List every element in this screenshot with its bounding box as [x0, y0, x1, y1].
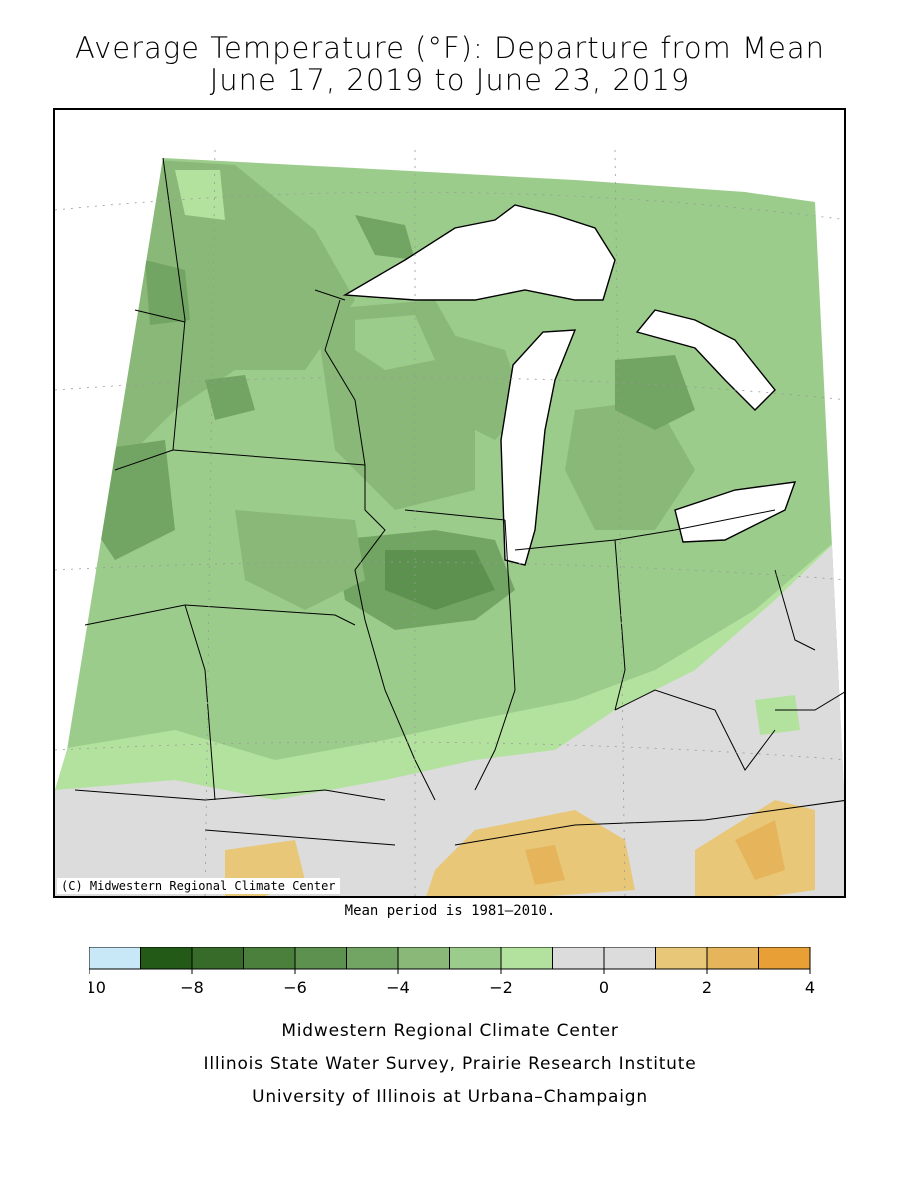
temperature-departure-map — [55, 149, 844, 896]
footer-organization: Midwestern Regional Climate Center — [281, 1021, 619, 1041]
legend-swatch — [655, 947, 708, 970]
legend-tick-label: −10 — [89, 978, 106, 997]
legend-swatch — [603, 947, 656, 970]
legend-tick-label: −8 — [180, 978, 204, 997]
legend-tick-label: −2 — [489, 978, 513, 997]
great-lakes — [342, 204, 797, 566]
legend-swatch — [449, 947, 502, 970]
legend-swatch — [191, 947, 244, 970]
legend-swatch — [346, 947, 399, 970]
legend-tick-label: 4 — [805, 978, 815, 997]
legend-tick-label: 2 — [702, 978, 712, 997]
legend-swatch — [294, 947, 347, 970]
map-panel: (C) Midwestern Regional Climate Center — [53, 108, 846, 898]
legend-swatch — [243, 947, 296, 970]
legend-swatch — [140, 947, 193, 970]
legend-swatch — [758, 947, 811, 970]
legend-swatch — [706, 947, 759, 970]
legend-tick-label: −6 — [283, 978, 307, 997]
legend-tick-label: −4 — [386, 978, 410, 997]
legend-tick-label: 0 — [599, 978, 609, 997]
legend-swatch — [397, 947, 450, 970]
legend-swatch — [500, 947, 553, 970]
color-legend: −10 −8 −6 −4 −2 0 2 4 — [89, 947, 815, 997]
state-boundaries — [74, 157, 844, 846]
graticule — [55, 149, 844, 896]
mean-period-note: Mean period is 1981–2010. — [344, 903, 556, 919]
copyright-label: (C) Midwestern Regional Climate Center — [57, 878, 340, 894]
footer-university: University of Illinois at Urbana–Champai… — [252, 1087, 648, 1107]
legend-swatch — [89, 947, 141, 970]
footer-survey: Illinois State Water Survey, Prairie Res… — [203, 1054, 697, 1074]
map-title: Average Temperature (°F): Departure from… — [74, 31, 826, 65]
legend-swatch — [552, 947, 605, 970]
map-date-range: June 17, 2019 to June 23, 2019 — [209, 63, 691, 97]
